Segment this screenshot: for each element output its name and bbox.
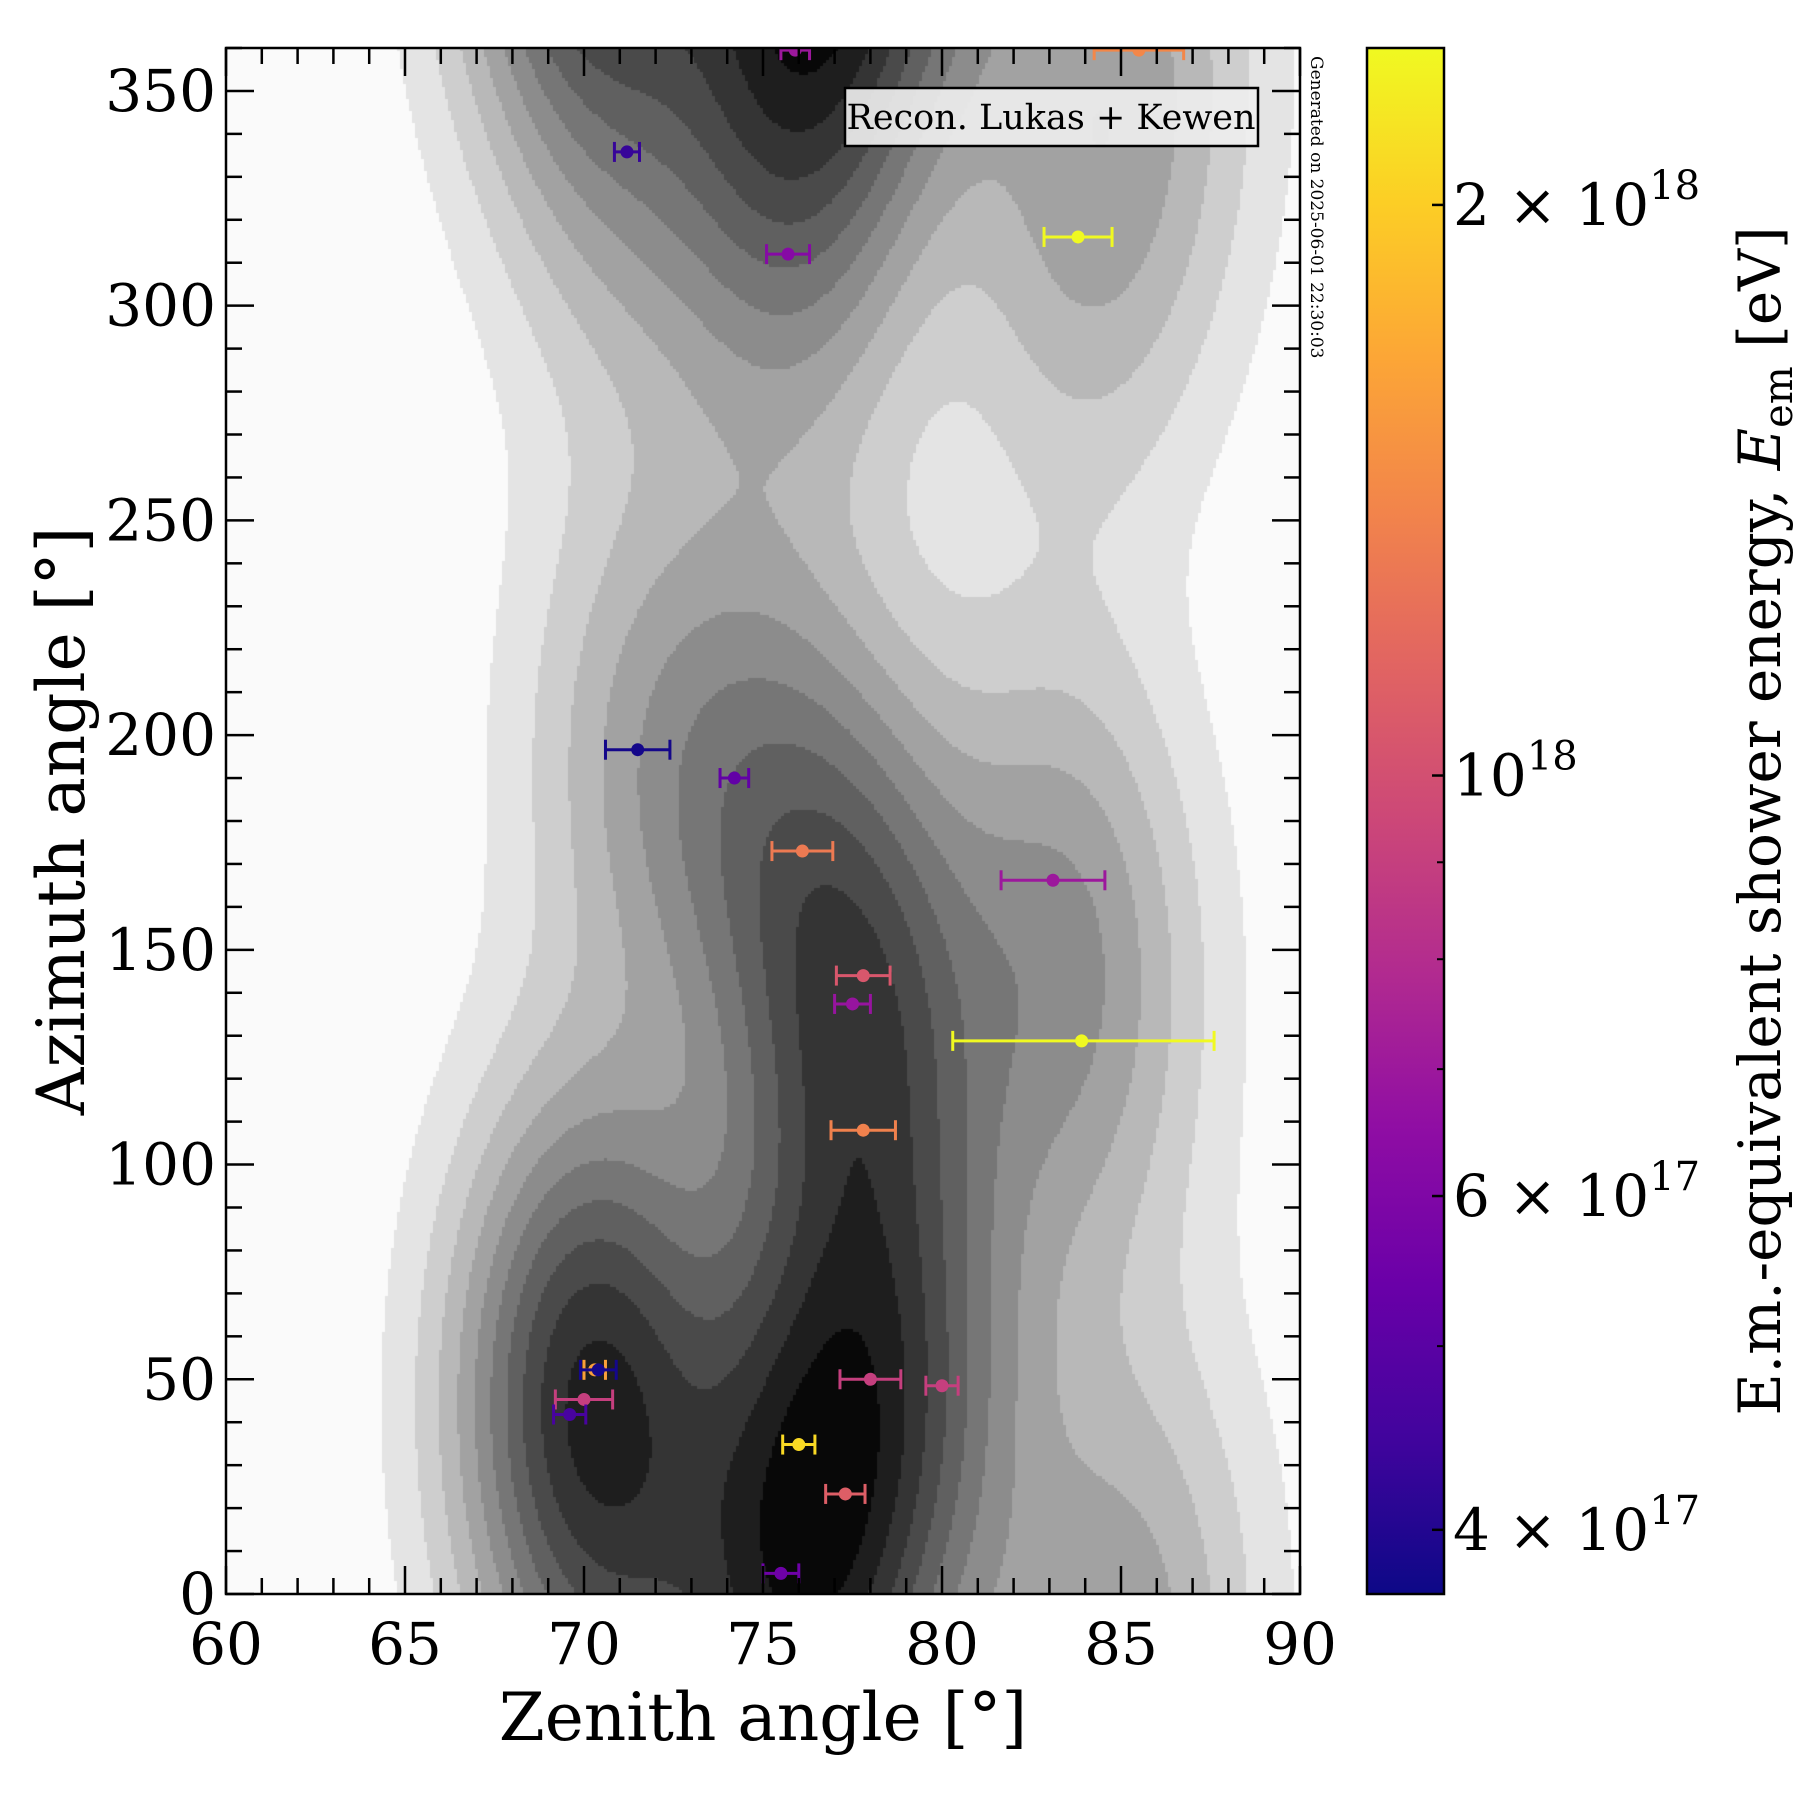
x-tick-label: 75 <box>726 1610 800 1678</box>
data-point <box>824 1483 867 1504</box>
point-marker <box>838 1487 852 1501</box>
point-marker <box>846 997 859 1011</box>
colorbar-tick-base: 10 <box>1453 742 1527 810</box>
y-tick-label: 300 <box>105 272 216 340</box>
point-marker <box>792 1438 806 1452</box>
x-tick-label: 70 <box>547 1610 621 1678</box>
data-point <box>829 1120 897 1141</box>
point-marker <box>935 1379 949 1393</box>
axis-ticks <box>224 46 1302 1596</box>
x-tick-label: 85 <box>1084 1610 1158 1678</box>
x-tick-label: 90 <box>1263 1610 1337 1678</box>
colorbar-label-subscript: em <box>1756 366 1800 428</box>
data-point <box>578 1359 618 1380</box>
data-point <box>924 1375 960 1396</box>
point-marker <box>620 145 634 159</box>
annotation-text: Recon. Lukas + Kewen <box>846 98 1255 138</box>
generated-timestamp: Generated on 2025-06-01 22:30:03 <box>1306 56 1326 358</box>
y-tick-label: 350 <box>105 57 216 125</box>
y-tick-label: 200 <box>105 701 216 769</box>
data-point <box>552 1404 588 1425</box>
data-point <box>765 244 812 265</box>
colorbar-label-symbol: E <box>1726 428 1794 471</box>
x-tick-label: 80 <box>905 1610 979 1678</box>
data-point <box>612 141 641 162</box>
colorbar-tick-exponent: 17 <box>1649 1488 1700 1534</box>
data-point <box>603 739 672 760</box>
point-marker <box>856 1123 870 1137</box>
data-point <box>834 965 892 986</box>
point-marker <box>1071 230 1085 244</box>
point-marker <box>1132 48 1146 57</box>
point-marker <box>856 969 870 983</box>
colorbar-tick-label: 6 × 1017 <box>1453 1154 1700 1230</box>
data-point <box>718 768 751 789</box>
colorbar-tick-label: 1018 <box>1453 734 1578 810</box>
y-tick-label: 0 <box>179 1560 216 1628</box>
y-tick-label: 100 <box>105 1131 216 1199</box>
data-point <box>1092 48 1186 61</box>
x-axis-label: Zenith angle [°] <box>499 1679 1027 1756</box>
data-point <box>781 1434 817 1455</box>
x-tick-labels: 60 65 70 75 80 85 90 <box>189 1610 1337 1678</box>
y-tick-label: 50 <box>142 1345 216 1413</box>
point-marker <box>774 1566 788 1580</box>
colorbar-label: E.m.-equivalent shower energy, Eem [eV] <box>1726 226 1800 1415</box>
density-contour-background <box>226 48 1300 1594</box>
y-tick-labels: 0 50 100 150 200 250 300 350 <box>105 57 216 1628</box>
point-marker <box>863 1372 877 1386</box>
data-point <box>1042 226 1114 247</box>
colorbar-tick-base: 6 × 10 <box>1453 1162 1649 1230</box>
point-marker <box>1046 873 1060 887</box>
colorbar-tick-label: 2 × 1018 <box>1453 163 1700 239</box>
point-marker <box>1075 1034 1089 1048</box>
data-point <box>770 841 835 862</box>
y-axis-label: Azimuth angle [°] <box>23 527 100 1116</box>
data-point <box>999 870 1107 891</box>
y-tick-label: 250 <box>105 486 216 554</box>
colorbar-tick-exponent: 18 <box>1527 734 1578 780</box>
colorbar-label-unit: [eV] <box>1726 226 1794 366</box>
colorbar-tick-label: 4 × 1017 <box>1453 1488 1700 1564</box>
point-marker <box>631 743 645 757</box>
colorbar-label-text: E.m.-equivalent shower energy, <box>1726 470 1794 1415</box>
point-marker <box>795 844 809 858</box>
colorbar-ticks <box>1432 203 1444 1532</box>
data-point <box>951 1030 1216 1051</box>
annotation-box: Recon. Lukas + Kewen <box>843 86 1260 148</box>
point-marker <box>591 1363 605 1377</box>
colorbar-tick-exponent: 17 <box>1649 1154 1700 1200</box>
colorbar-tick-base: 4 × 10 <box>1453 1496 1649 1564</box>
point-marker <box>781 247 795 261</box>
data-point <box>553 1389 615 1410</box>
colorbar-tick-base: 2 × 10 <box>1453 171 1649 239</box>
point-marker <box>563 1407 577 1421</box>
colorbar-frame <box>1365 46 1446 1596</box>
point-marker <box>577 1392 591 1406</box>
x-tick-label: 65 <box>368 1610 442 1678</box>
data-point <box>833 993 872 1014</box>
colorbar-tick-exponent: 18 <box>1649 163 1700 209</box>
data-point <box>838 1369 903 1390</box>
colorbar-gradient <box>1367 48 1444 1594</box>
point-marker <box>727 771 741 785</box>
y-tick-label: 150 <box>105 916 216 984</box>
x-tick-label: 60 <box>189 1610 263 1678</box>
